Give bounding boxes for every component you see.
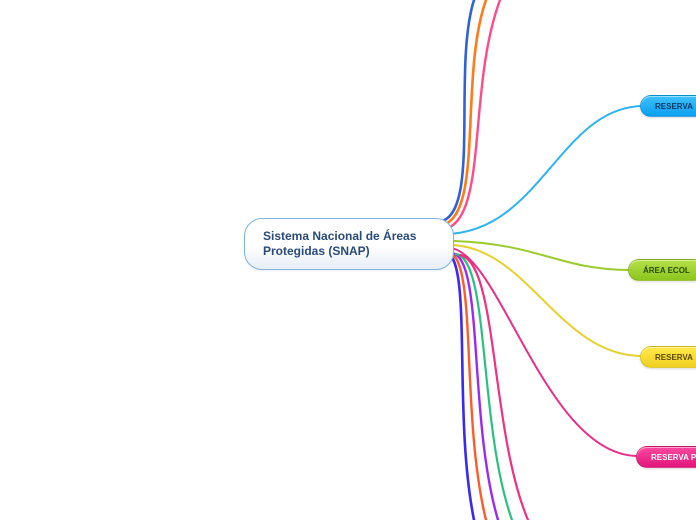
center-node-label: Sistema Nacional de Áreas Protegidas (SN… [263, 229, 416, 258]
center-node[interactable]: Sistema Nacional de Áreas Protegidas (SN… [244, 218, 454, 270]
branch-node-label: RESERVA [655, 353, 693, 362]
branch-node-label: RESERVA [655, 102, 693, 111]
branch-node-reserva-2[interactable]: RESERVA [640, 346, 696, 368]
branch-node-reserva-1[interactable]: RESERVA [640, 95, 696, 117]
branch-node-label: RESERVA PR [651, 453, 696, 462]
branch-node-reserva-pr[interactable]: RESERVA PR [636, 446, 696, 468]
branch-node-area-ecol[interactable]: ÁREA ECOL [628, 259, 696, 281]
branch-node-label: ÁREA ECOL [643, 266, 690, 275]
